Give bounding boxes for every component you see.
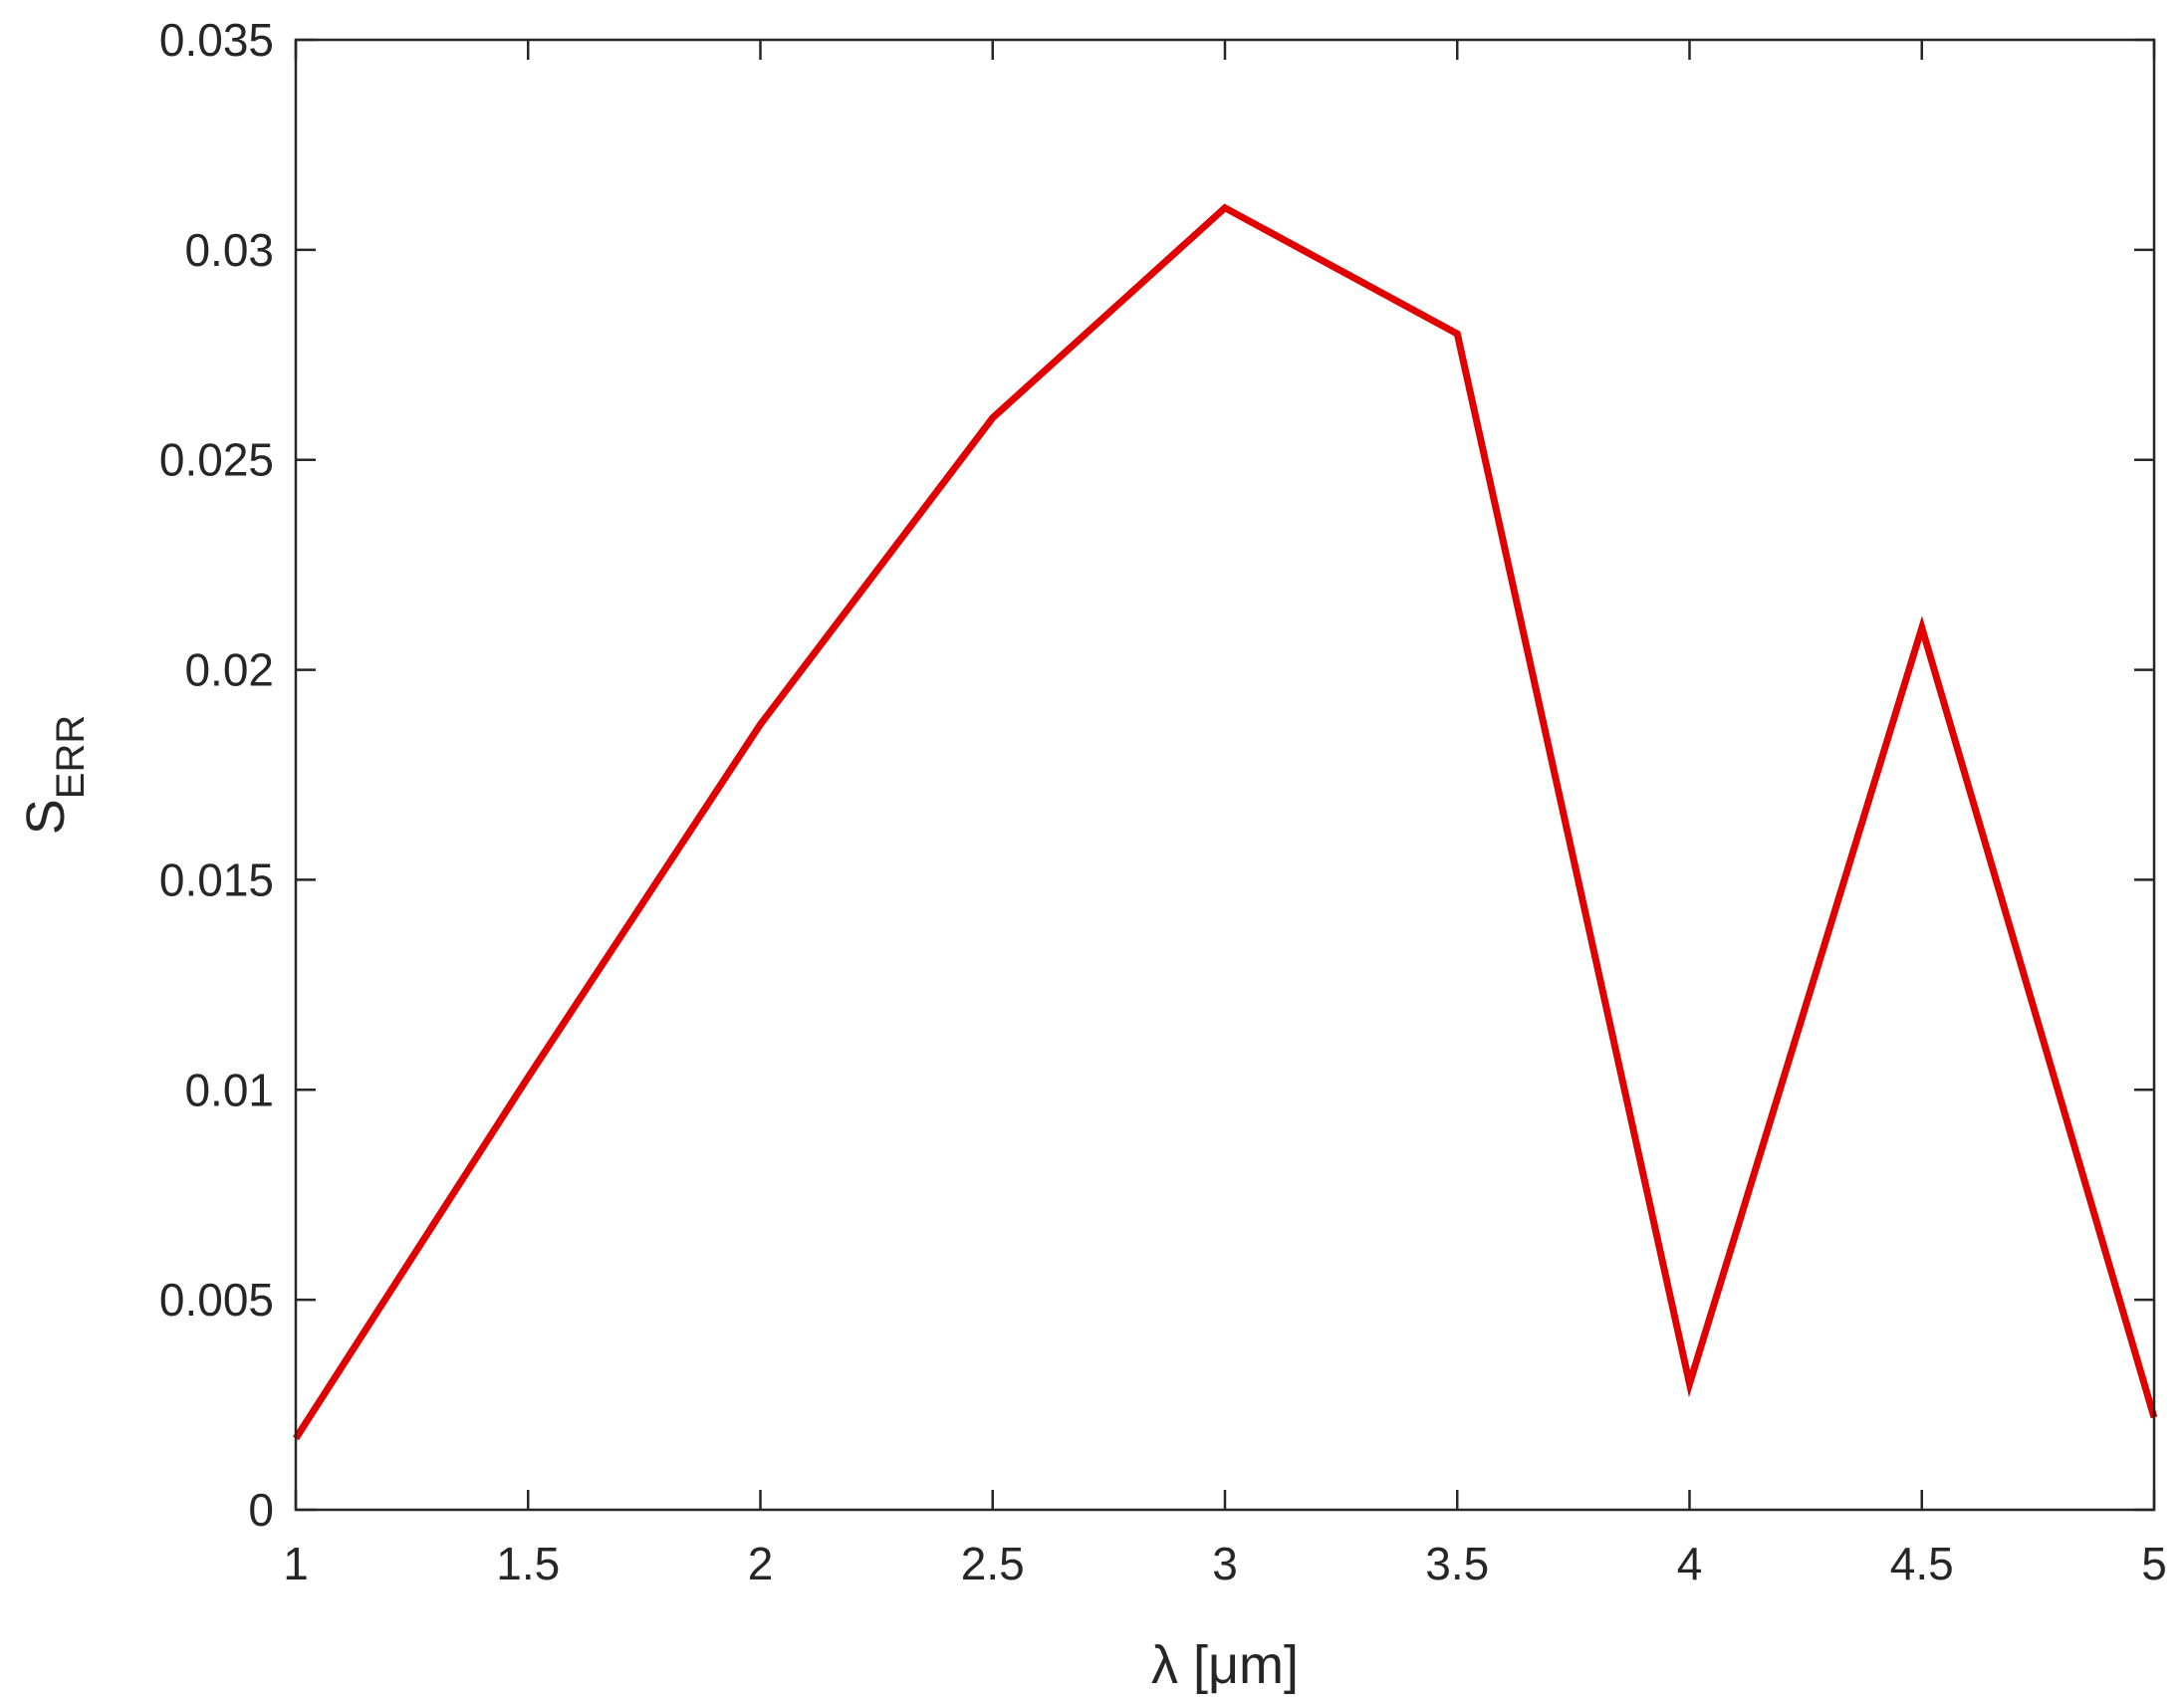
y-tick-label: 0.01 xyxy=(184,1064,274,1115)
y-tick-label: 0 xyxy=(248,1484,274,1536)
y-tick-label: 0.025 xyxy=(159,434,274,486)
x-tick-label: 1 xyxy=(283,1538,309,1589)
y-tick-label: 0.03 xyxy=(184,224,274,276)
y-axis-label-main: S xyxy=(16,799,76,835)
y-tick-label: 0.035 xyxy=(159,14,274,66)
plot-area xyxy=(296,40,2154,1510)
y-axis-label-subscript: ERR xyxy=(49,715,93,799)
x-tick-label: 2.5 xyxy=(961,1538,1025,1589)
x-tick-label: 4 xyxy=(1677,1538,1703,1589)
y-axis-label: SERR xyxy=(16,715,93,835)
plot-frame xyxy=(294,38,2156,1512)
x-axis-ticks xyxy=(294,40,2156,1510)
x-axis-label: λ [μm] xyxy=(1151,1635,1299,1695)
x-tick-label: 3 xyxy=(1212,1538,1238,1589)
y-axis-tick-labels: 0 0.005 0.01 0.015 0.02 0.025 0.03 0.035 xyxy=(159,14,274,1536)
x-tick-label: 2 xyxy=(748,1538,774,1589)
x-tick-label: 1.5 xyxy=(496,1538,560,1589)
y-tick-label: 0.015 xyxy=(159,853,274,905)
y-tick-label: 0.005 xyxy=(159,1274,274,1326)
x-tick-label: 5 xyxy=(2141,1538,2167,1589)
x-tick-label: 3.5 xyxy=(1425,1538,1489,1589)
x-axis-tick-labels: 1 1.5 2 2.5 3 3.5 4 4.5 5 xyxy=(283,1538,2167,1589)
x-tick-label: 4.5 xyxy=(1890,1538,1954,1589)
y-tick-label: 0.02 xyxy=(184,644,274,696)
